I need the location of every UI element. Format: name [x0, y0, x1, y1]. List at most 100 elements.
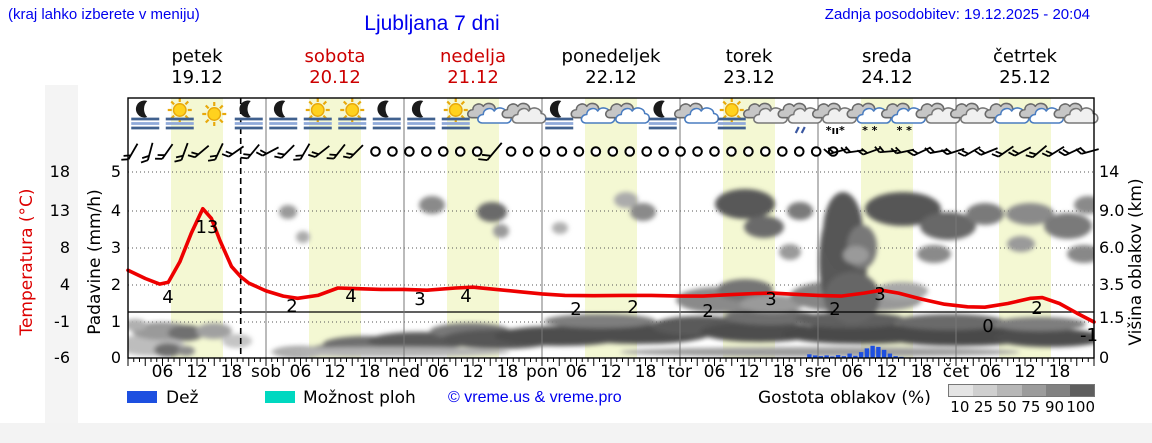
svg-text:18: 18	[911, 362, 933, 382]
wind-barb-icon	[307, 145, 330, 158]
colorbar-step-label: 75	[1021, 398, 1041, 416]
day-header-ponedeljek: ponedeljek 22.12	[561, 46, 661, 88]
svg-text:12: 12	[738, 362, 760, 382]
wind-calm-icon	[675, 146, 686, 157]
svg-text:06: 06	[566, 362, 588, 382]
svg-text:5: 5	[111, 162, 121, 181]
colorbar-step	[973, 385, 998, 396]
wind-calm-icon	[777, 146, 788, 157]
x-axis-labels: 06 12 18 sob 06 12 18 ned 06 12 18 pon 06 12 18 tor 06 12…	[152, 362, 1071, 382]
wind-calm-icon	[692, 146, 703, 157]
svg-text:8: 8	[60, 238, 70, 257]
wind-calm-icon	[370, 146, 381, 157]
wind-calm-icon	[658, 146, 669, 157]
svg-text:06: 06	[842, 362, 864, 382]
colorbar-step-label: 90	[1044, 398, 1065, 416]
svg-text:4: 4	[345, 286, 356, 307]
weather-icon-row: *ıı* * * * *	[131, 98, 1099, 137]
weather-icon-cloud-gray	[501, 102, 547, 124]
svg-text:2: 2	[829, 299, 840, 320]
colorbar-step-label: 50	[997, 398, 1017, 416]
weather-icon-cloud-gray	[742, 102, 789, 124]
wind-calm-icon	[539, 146, 551, 157]
svg-text:18: 18	[1049, 362, 1071, 382]
weather-icon-moon-fog	[372, 100, 401, 130]
wind-barb-icon	[174, 142, 189, 163]
svg-text:18: 18	[497, 362, 519, 382]
weather-icon-moon-fog	[407, 100, 436, 130]
svg-text:18: 18	[359, 362, 381, 382]
wind-calm-icon	[793, 146, 805, 157]
wind-calm-icon	[421, 146, 432, 157]
wind-calm-icon	[760, 146, 771, 157]
svg-text:4: 4	[162, 287, 173, 308]
svg-text:12: 12	[876, 362, 898, 382]
svg-text:2: 2	[702, 301, 713, 322]
temperature-curve	[126, 206, 1096, 324]
wind-barb-icon	[187, 145, 210, 159]
svg-text:3.5: 3.5	[1099, 275, 1124, 294]
svg-text:tor: tor	[668, 362, 692, 382]
svg-text:1: 1	[111, 312, 121, 331]
day-header-četrtek: četrtek 25.12	[993, 46, 1057, 88]
svg-text:-1: -1	[54, 312, 70, 331]
colorbar-step	[949, 385, 974, 396]
svg-text:4: 4	[460, 286, 471, 307]
svg-text:12: 12	[1014, 362, 1036, 382]
wind-barb-icon	[207, 142, 224, 162]
wind-row	[121, 142, 1099, 164]
wind-barb-icon	[907, 146, 931, 157]
weather-icon-sun	[202, 102, 227, 126]
wind-calm-icon	[438, 146, 449, 157]
wind-barb-icon	[1041, 145, 1065, 158]
wind-calm-icon	[522, 146, 534, 157]
showers-legend-label: Možnost ploh	[303, 388, 416, 408]
wind-barb-icon	[957, 146, 981, 157]
svg-text:2: 2	[627, 297, 638, 318]
wind-barb-icon	[890, 146, 915, 155]
colorbar-step	[997, 385, 1022, 396]
cloud-cover-colorbar-labels: 10 25 50 75 90 100	[948, 398, 1095, 416]
svg-text:06: 06	[980, 362, 1002, 382]
day-header-sobota: sobota 20.12	[304, 46, 366, 88]
wind-barb-icon	[1075, 147, 1099, 155]
svg-text:sob: sob	[251, 362, 281, 382]
wind-calm-icon	[505, 146, 517, 157]
weather-icon-sun-fog	[717, 98, 746, 130]
svg-text:06: 06	[704, 362, 726, 382]
wind-calm-icon	[471, 146, 483, 157]
wind-calm-icon	[624, 146, 636, 157]
colorbar-step-label: 10	[950, 398, 970, 416]
weather-icon-moon-fog	[131, 100, 160, 130]
svg-text:2: 2	[111, 275, 121, 294]
colorbar-step	[1069, 385, 1095, 396]
svg-text:12: 12	[462, 362, 484, 382]
svg-text:2: 2	[570, 299, 581, 320]
svg-text:*ıı*: *ıı*	[826, 124, 845, 137]
svg-text:* *: * *	[897, 124, 913, 137]
showers-legend-swatch	[265, 391, 295, 403]
svg-text:12: 12	[186, 362, 208, 382]
temperature-value-labels: 4 13 2 4 3 4 2 2 2 3 2 3 0 2 -1	[162, 217, 1098, 346]
cloud-cover-colorbar	[948, 384, 1095, 397]
svg-text:1.5: 1.5	[1099, 308, 1124, 327]
wind-calm-icon	[404, 146, 415, 157]
svg-text:ned: ned	[388, 362, 420, 382]
weather-icon-cloud-blue	[673, 102, 720, 124]
wind-calm-icon	[726, 146, 737, 157]
wind-barb-icon	[940, 147, 965, 156]
wind-barb-icon	[221, 145, 245, 158]
wind-barb-icon	[121, 143, 139, 161]
wind-calm-icon	[810, 146, 822, 157]
weather-icon-sun-fog	[441, 98, 470, 130]
wind-calm-icon	[743, 146, 754, 157]
weather-icon-moon-fog	[234, 100, 263, 130]
wind-calm-icon	[387, 146, 398, 157]
weather-icon-sun-fog	[303, 98, 332, 130]
copyright-link[interactable]: © vreme.us & vreme.pro	[448, 389, 622, 406]
wind-calm-icon	[590, 146, 602, 157]
svg-text:13: 13	[50, 201, 70, 220]
rain-legend-swatch	[127, 391, 157, 403]
svg-text:06: 06	[290, 362, 312, 382]
svg-text:13: 13	[196, 217, 219, 238]
